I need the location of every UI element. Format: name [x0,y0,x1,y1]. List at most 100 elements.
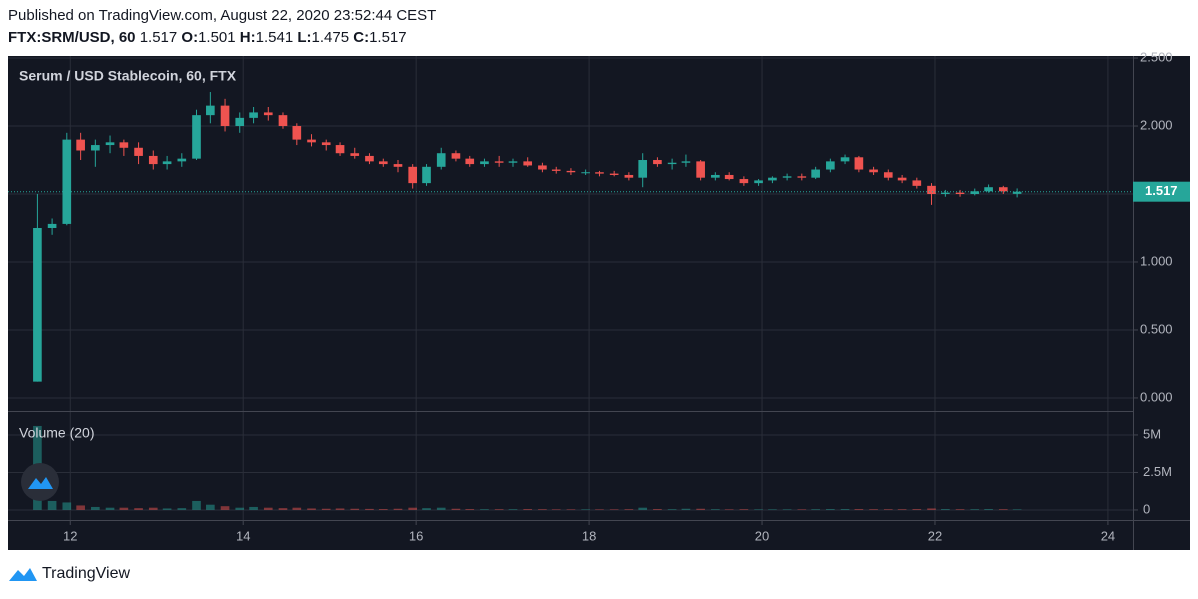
volume-bar [335,508,345,510]
volume-bar [523,509,533,510]
volume-bar [235,507,245,510]
y-tick-label: 2.500 [1140,49,1173,64]
symbol-line: FTX:SRM/USD, 60 1.517 O:1.501 H:1.541 L:… [8,29,407,46]
y-tick-label: 0.000 [1140,389,1173,404]
symbol: FTX:SRM/USD, 60 [8,29,136,46]
volume-bar [797,509,807,510]
candle-body [292,126,302,140]
y-tick-label: 1.000 [1140,253,1173,268]
candle-body [538,165,547,170]
candle-body [235,117,245,127]
volume-bar [350,508,360,510]
volume-bar [91,506,100,510]
candle-body [378,161,388,165]
candle-body [408,166,418,184]
logo-icon [28,477,53,489]
volume-bar [638,507,648,510]
candle-body [551,169,561,171]
candle-body [941,192,950,195]
volume-bar [970,509,980,510]
x-tick-label: 14 [236,528,250,543]
candle-body [912,180,922,186]
candle-body [869,169,878,173]
candle-body [206,105,215,116]
volume-bar [148,507,158,510]
volume-bar [365,508,374,510]
candle-body [739,179,749,184]
candle-body [350,153,360,156]
volume-bar [653,509,662,510]
volume-bar [393,508,403,510]
volume-bar [62,502,72,510]
candle-body [768,177,777,181]
volume-bar [826,509,835,510]
candle-body [624,174,634,178]
volume-bar [47,500,57,510]
footer-logo [9,568,37,581]
x-tick-label: 20 [755,528,769,543]
candle-body [696,161,705,178]
ohlc-label: L: [297,29,312,46]
volume-bar [609,509,619,510]
volume-bar [1012,509,1022,510]
candle-body [480,161,489,165]
x-tick-label: 16 [409,528,423,543]
volume-bar [595,509,604,510]
candle-body [335,145,345,154]
volume-bar [782,509,792,510]
volume-bar [538,509,547,510]
brand: TradingView [42,565,131,582]
volume-title: Volume (20) [19,425,94,441]
candle-body [494,161,504,163]
x-tick-label: 22 [928,528,942,543]
candle-body [307,139,316,143]
volume-bar [292,507,302,510]
candle-body [667,162,677,165]
candle-body [177,158,187,162]
candle-body [653,160,662,165]
volume-bar [408,507,418,510]
candle-body [148,155,158,165]
volume-bar [436,507,446,510]
volume-bar [162,508,172,510]
y2-tick-label: 5M [1143,426,1161,441]
candle-body [321,142,331,146]
volume-bar [263,507,273,510]
candle-body [365,155,374,162]
volume-bar [494,509,504,510]
volume-bar [724,509,734,510]
volume-bar [998,509,1008,510]
candle-body [508,161,518,163]
candle-body [998,187,1008,192]
volume-bar [912,509,922,510]
volume-bar [465,509,475,510]
volume-bar [624,509,634,510]
volume-bar [854,509,864,510]
candle-body [192,115,201,159]
volume-bar [220,506,230,510]
volume-bar [508,509,518,510]
ohlc-value: 1.501 [198,29,236,46]
volume-bar [941,509,950,510]
logo-badge[interactable] [21,463,59,501]
volume-bar [984,509,993,510]
candle-body [422,166,431,184]
volume-bar [192,500,201,510]
volume-bar [307,508,316,510]
candle-body [278,115,288,127]
candle-body [220,105,230,127]
candle-body [609,173,619,175]
volume-bar [739,509,749,510]
volume-bar [206,504,215,510]
volume-bar [711,509,720,510]
candle-body [436,153,446,167]
volume-bar [551,509,561,510]
candle-body [754,180,763,184]
last-price-label: 1.517 [1145,183,1178,198]
volume-bar [76,505,85,510]
candle-body [883,172,893,178]
candle-body [927,185,936,195]
volume-bar [811,509,820,510]
volume-bar [927,508,936,510]
